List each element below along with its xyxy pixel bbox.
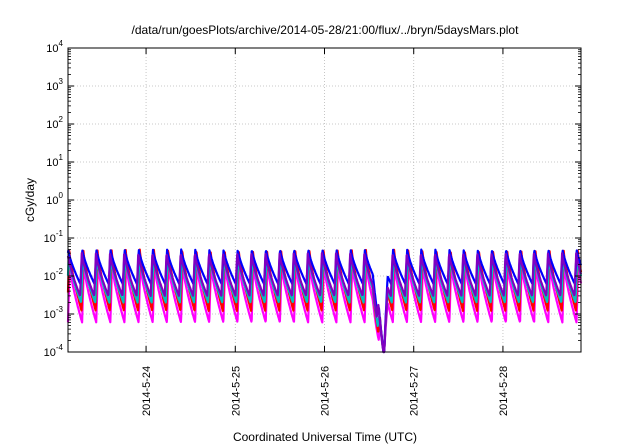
series-line — [66, 248, 583, 354]
series-line — [66, 252, 583, 354]
x-tick-label: 2014-5-28 — [498, 366, 510, 416]
x-axis-label: Coordinated Universal Time (UTC) — [233, 430, 417, 444]
x-tick-label: 2014-5-26 — [320, 366, 332, 416]
y-tick-label: 10-1 — [44, 229, 64, 245]
y-tick-label: 100 — [46, 191, 63, 207]
y-tick-label: 10-3 — [44, 305, 64, 321]
series-group — [66, 248, 583, 354]
x-tick-label: 2014-5-24 — [141, 366, 153, 416]
chart-title: /data/run/goesPlots/archive/2014-05-28/2… — [132, 23, 520, 37]
y-tick-label: 10-4 — [44, 343, 64, 359]
x-tick-label: 2014-5-27 — [409, 366, 421, 416]
y-tick-label: 103 — [46, 77, 63, 93]
y-tick-label: 101 — [46, 153, 63, 169]
x-tick-label: 2014-5-25 — [230, 366, 242, 416]
y-tick-label: 104 — [46, 39, 63, 55]
x-axis: 2014-5-24 2014-5-25 2014-5-26 2014-5-27 2014… — [141, 48, 510, 416]
y-tick-label: 102 — [46, 115, 63, 131]
y-axis: 10-4 10-3 10-2 10-1 100 101 102 103 104 — [44, 39, 581, 359]
y-tick-label: 10-2 — [44, 267, 64, 283]
y-axis-label: cGy/day — [23, 178, 37, 222]
